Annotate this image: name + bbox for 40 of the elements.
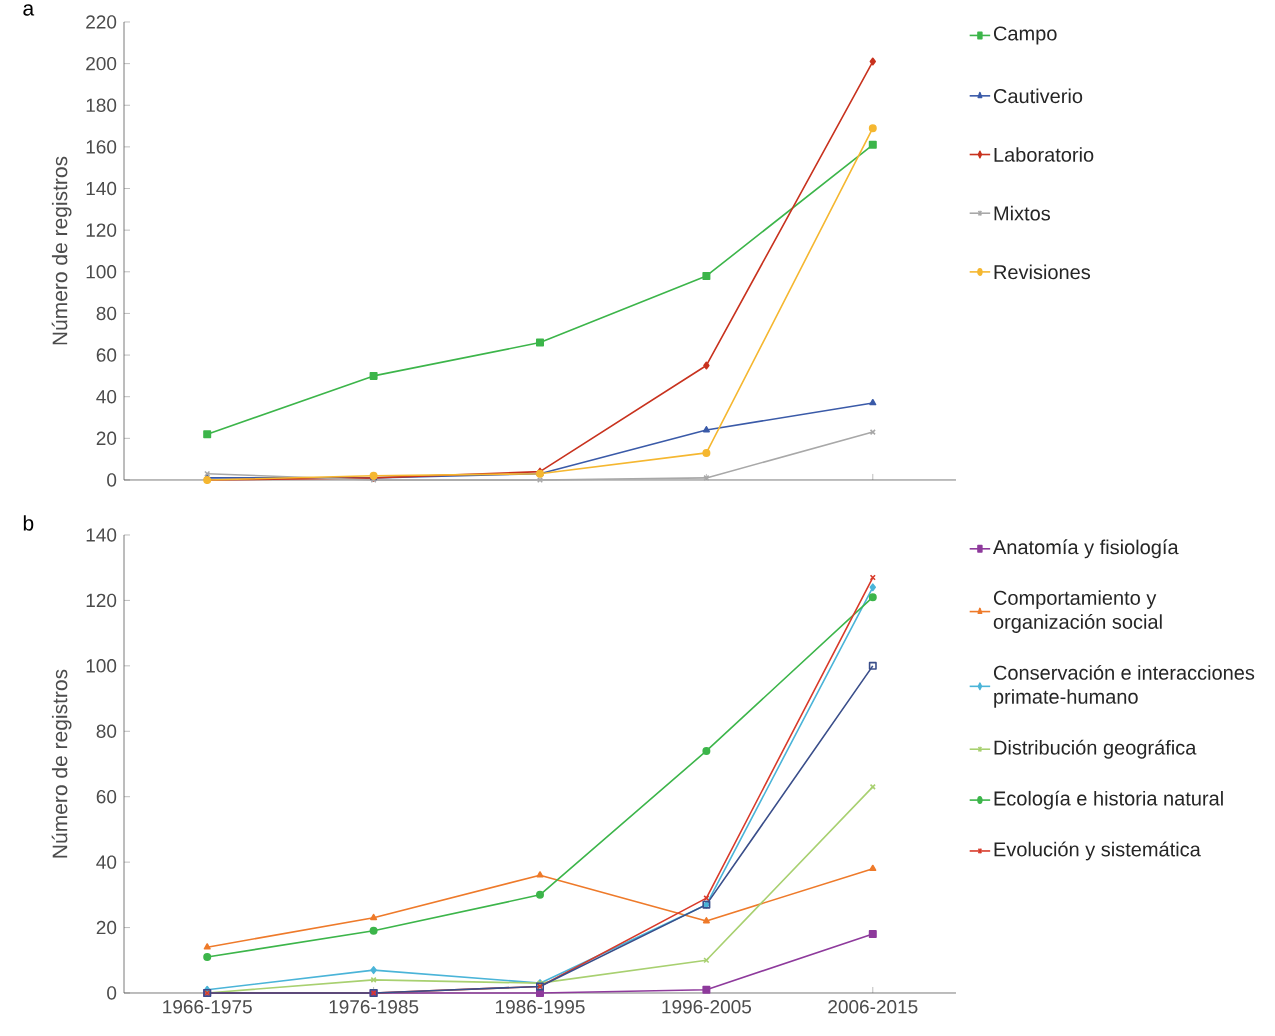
x-tick-label: 1996-2005	[662, 1000, 752, 1014]
legend-label: Comportamiento y organización social	[993, 590, 1162, 633]
y-tick-label: 220	[86, 15, 117, 29]
y-tick-label: 100	[86, 659, 117, 673]
y-axis-title: Número de registros	[51, 669, 72, 858]
legend-label: Campo	[993, 26, 1057, 45]
x-tick-label: 1976-1985	[329, 1000, 419, 1014]
y-tick-label: 140	[86, 181, 117, 196]
y-tick-label: 160	[86, 140, 117, 154]
legend-label: Revisiones	[994, 264, 1091, 280]
x-tick-label: 2006-2015	[828, 1000, 918, 1014]
legend-label: Evolución y sistemática	[994, 841, 1201, 861]
y-axis-title: Número de registros	[51, 156, 72, 345]
y-tick-label: 20	[96, 431, 117, 446]
y-tick-label: 100	[86, 265, 117, 279]
y-tick-label: 80	[96, 306, 117, 321]
y-tick-label: 40	[96, 855, 117, 869]
y-tick-label: 180	[86, 98, 117, 112]
chart-title: a	[23, 4, 35, 16]
legend-label: Ecología e historia natural	[994, 790, 1223, 810]
legend-label: Cautiverio	[993, 88, 1083, 104]
chart-title: b	[23, 515, 34, 531]
x-tick-label: 1986-1995	[496, 1000, 585, 1014]
y-tick-label: 120	[86, 593, 117, 608]
y-tick-label: 80	[96, 724, 117, 738]
legend-label: Distribución geográfica	[994, 739, 1197, 759]
y-tick-label: 60	[96, 789, 117, 804]
legend-label: Conservación e interacciones primate-humano	[993, 664, 1255, 708]
y-tick-label: 20	[96, 920, 117, 935]
legend-label: Laboratorio	[994, 147, 1094, 162]
y-tick-label: 140	[86, 528, 117, 542]
y-tick-label: 120	[86, 223, 117, 237]
legend-label: Anatomía y fisiología	[992, 539, 1179, 559]
x-tick-label: 1966-1975	[163, 1000, 252, 1014]
y-tick-label: 200	[86, 56, 117, 71]
y-tick-label: 40	[96, 389, 117, 404]
y-tick-label: 0	[107, 473, 117, 487]
y-tick-label: 60	[96, 348, 117, 362]
legend-label: Mixtos	[994, 205, 1051, 221]
y-tick-label: 0	[107, 986, 117, 1000]
